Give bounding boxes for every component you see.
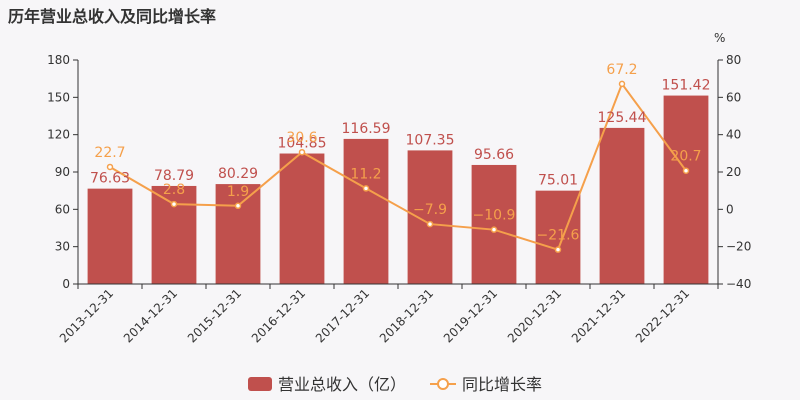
bar-value-label: 125.44 — [598, 110, 647, 126]
line-point — [682, 167, 690, 174]
y-axis-right-tick-label: 60 — [726, 90, 741, 104]
legend-item-revenue[interactable]: 营业总收入（亿） — [248, 375, 406, 394]
line-point — [490, 226, 498, 233]
y-axis-left: 0 30 60 90 120 150 180 — [47, 53, 79, 291]
bar — [87, 188, 133, 284]
y-axis-right-unit: % — [714, 31, 725, 45]
growth-line — [109, 81, 687, 251]
line-point — [106, 163, 114, 171]
line-value-label: 2.8 — [163, 182, 185, 198]
line-value-label: −10.9 — [473, 208, 516, 224]
y-axis-left-tick-label: 120 — [47, 128, 70, 142]
bar-value-label: 151.42 — [662, 78, 711, 94]
bar-series — [87, 95, 709, 285]
x-axis-tick-label: 2014-12-31 — [121, 286, 180, 345]
bar — [151, 185, 197, 284]
x-axis-tick-label: 2020-12-31 — [505, 286, 564, 345]
chart-title: 历年营业总收入及同比增长率 — [8, 7, 216, 26]
bar — [279, 153, 325, 284]
bar-value-label: 80.29 — [218, 166, 258, 182]
legend-label-revenue: 营业总收入（亿） — [278, 375, 406, 394]
line-value-label: 67.2 — [606, 62, 637, 78]
line-labels: 22.7 2.8 1.9 30.6 11.2 −7.9 −10.9 −21.6 67.2 20.7 — [94, 62, 701, 244]
y-axis-right-tick-label: 80 — [726, 53, 741, 67]
line-value-label: 11.2 — [350, 166, 381, 182]
bar — [343, 138, 389, 284]
x-axis-tick-label: 2019-12-31 — [441, 286, 500, 345]
line-point — [618, 80, 626, 88]
line-point — [554, 246, 562, 253]
y-axis-left-tick-label: 150 — [47, 90, 70, 104]
bar-labels: 76.63 78.79 80.29 104.85 116.59 107.35 95.66 75… — [90, 78, 711, 189]
x-axis-tick-label: 2021-12-31 — [569, 286, 628, 345]
legend-swatch-bar — [248, 377, 272, 391]
bar — [407, 150, 453, 284]
legend: 营业总收入（亿） 同比增长率 — [248, 375, 542, 394]
line-value-label: 20.7 — [670, 149, 701, 165]
bar — [663, 95, 709, 284]
line-value-label: −7.9 — [413, 202, 447, 218]
line-point — [170, 200, 178, 208]
y-axis-right-tick-label: 40 — [726, 128, 741, 142]
x-axis-tick-label: 2018-12-31 — [377, 286, 436, 345]
x-axis: 2013-12-31 2014-12-31 2015-12-31 2016-12-31… — [57, 283, 719, 345]
x-axis-tick-label: 2017-12-31 — [313, 286, 372, 345]
y-axis-left-tick-label: 30 — [55, 240, 70, 254]
legend-item-growth[interactable]: 同比增长率 — [430, 375, 542, 394]
y-axis-left-tick-label: 180 — [47, 53, 70, 67]
line-point — [234, 202, 242, 210]
line-value-label: 1.9 — [227, 184, 249, 200]
bar-value-label: 104.85 — [278, 136, 327, 152]
x-axis-tick-label: 2022-12-31 — [633, 286, 692, 345]
legend-label-growth: 同比增长率 — [462, 375, 542, 394]
line-point — [362, 185, 370, 192]
bar-value-label: 116.59 — [342, 121, 391, 137]
y-axis-left-tick-label: 0 — [62, 277, 70, 291]
y-axis-right-tick-label: 0 — [726, 202, 734, 216]
line-point — [298, 148, 306, 156]
y-axis-left-tick-label: 60 — [55, 202, 70, 216]
bar-value-label: 107.35 — [406, 132, 455, 148]
line-value-label: 22.7 — [94, 145, 125, 161]
bar — [535, 190, 581, 284]
bar — [471, 164, 517, 284]
line-series — [106, 80, 690, 253]
y-axis-right-tick-label: −20 — [726, 240, 751, 254]
legend-swatch-marker — [437, 378, 449, 390]
bar-value-label: 95.66 — [474, 147, 514, 163]
y-axis-right-tick-label: −40 — [726, 277, 751, 291]
bar — [215, 184, 261, 284]
line-value-label: 30.6 — [286, 130, 317, 146]
y-axis-left-tick-label: 90 — [55, 165, 70, 179]
line-value-label: −21.6 — [537, 228, 580, 244]
x-axis-tick-label: 2013-12-31 — [57, 286, 116, 345]
y-axis-right: % −40 −20 0 20 40 60 80 — [714, 31, 751, 291]
x-axis-tick-label: 2015-12-31 — [185, 286, 244, 345]
bar — [599, 127, 645, 285]
bar-value-label: 75.01 — [538, 173, 578, 189]
bar-value-label: 76.63 — [90, 171, 130, 187]
y-axis-right-tick-label: 20 — [726, 165, 741, 179]
x-axis-tick-label: 2016-12-31 — [249, 286, 308, 345]
line-point — [426, 220, 434, 228]
bar-value-label: 78.79 — [154, 168, 194, 184]
